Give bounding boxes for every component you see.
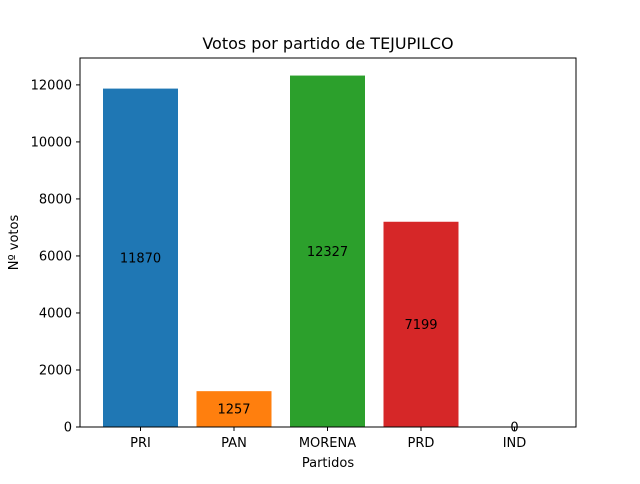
bar-pri	[103, 88, 178, 427]
value-label-prd: 7199	[404, 318, 437, 333]
y-tick-label-12000: 12000	[31, 78, 72, 93]
y-tick-label-4000: 4000	[39, 306, 72, 321]
x-tick-label-pri: PRI	[130, 436, 151, 451]
y-tick-label-2000: 2000	[39, 363, 72, 378]
x-tick-label-pan: PAN	[221, 436, 247, 451]
x-tick-label-ind: IND	[503, 436, 527, 451]
bars-layer	[103, 75, 459, 428]
y-tick-label-8000: 8000	[39, 192, 72, 207]
value-label-pan: 1257	[217, 403, 250, 418]
value-label-pri: 11870	[120, 251, 161, 266]
x-axis-label: Partidos	[302, 456, 354, 471]
x-tick-label-morena: MORENA	[299, 436, 356, 451]
y-axis-label: Nº votos	[7, 215, 22, 271]
y-tick-label-10000: 10000	[31, 135, 72, 150]
y-tick-label-0: 0	[64, 421, 72, 436]
bar-pan	[196, 391, 272, 427]
x-tick-label-prd: PRD	[408, 436, 435, 451]
x-axis: PRI PAN MORENA PRD IND	[130, 427, 526, 451]
bar-prd	[383, 221, 459, 427]
y-axis: 0 2000 4000 6000 8000 10000 12000	[31, 78, 80, 436]
y-tick-label-6000: 6000	[39, 249, 72, 264]
bar-morena	[290, 75, 365, 428]
value-label-morena: 12327	[307, 245, 348, 260]
chart-title: Votos por partido de TEJUPILCO	[202, 34, 453, 53]
